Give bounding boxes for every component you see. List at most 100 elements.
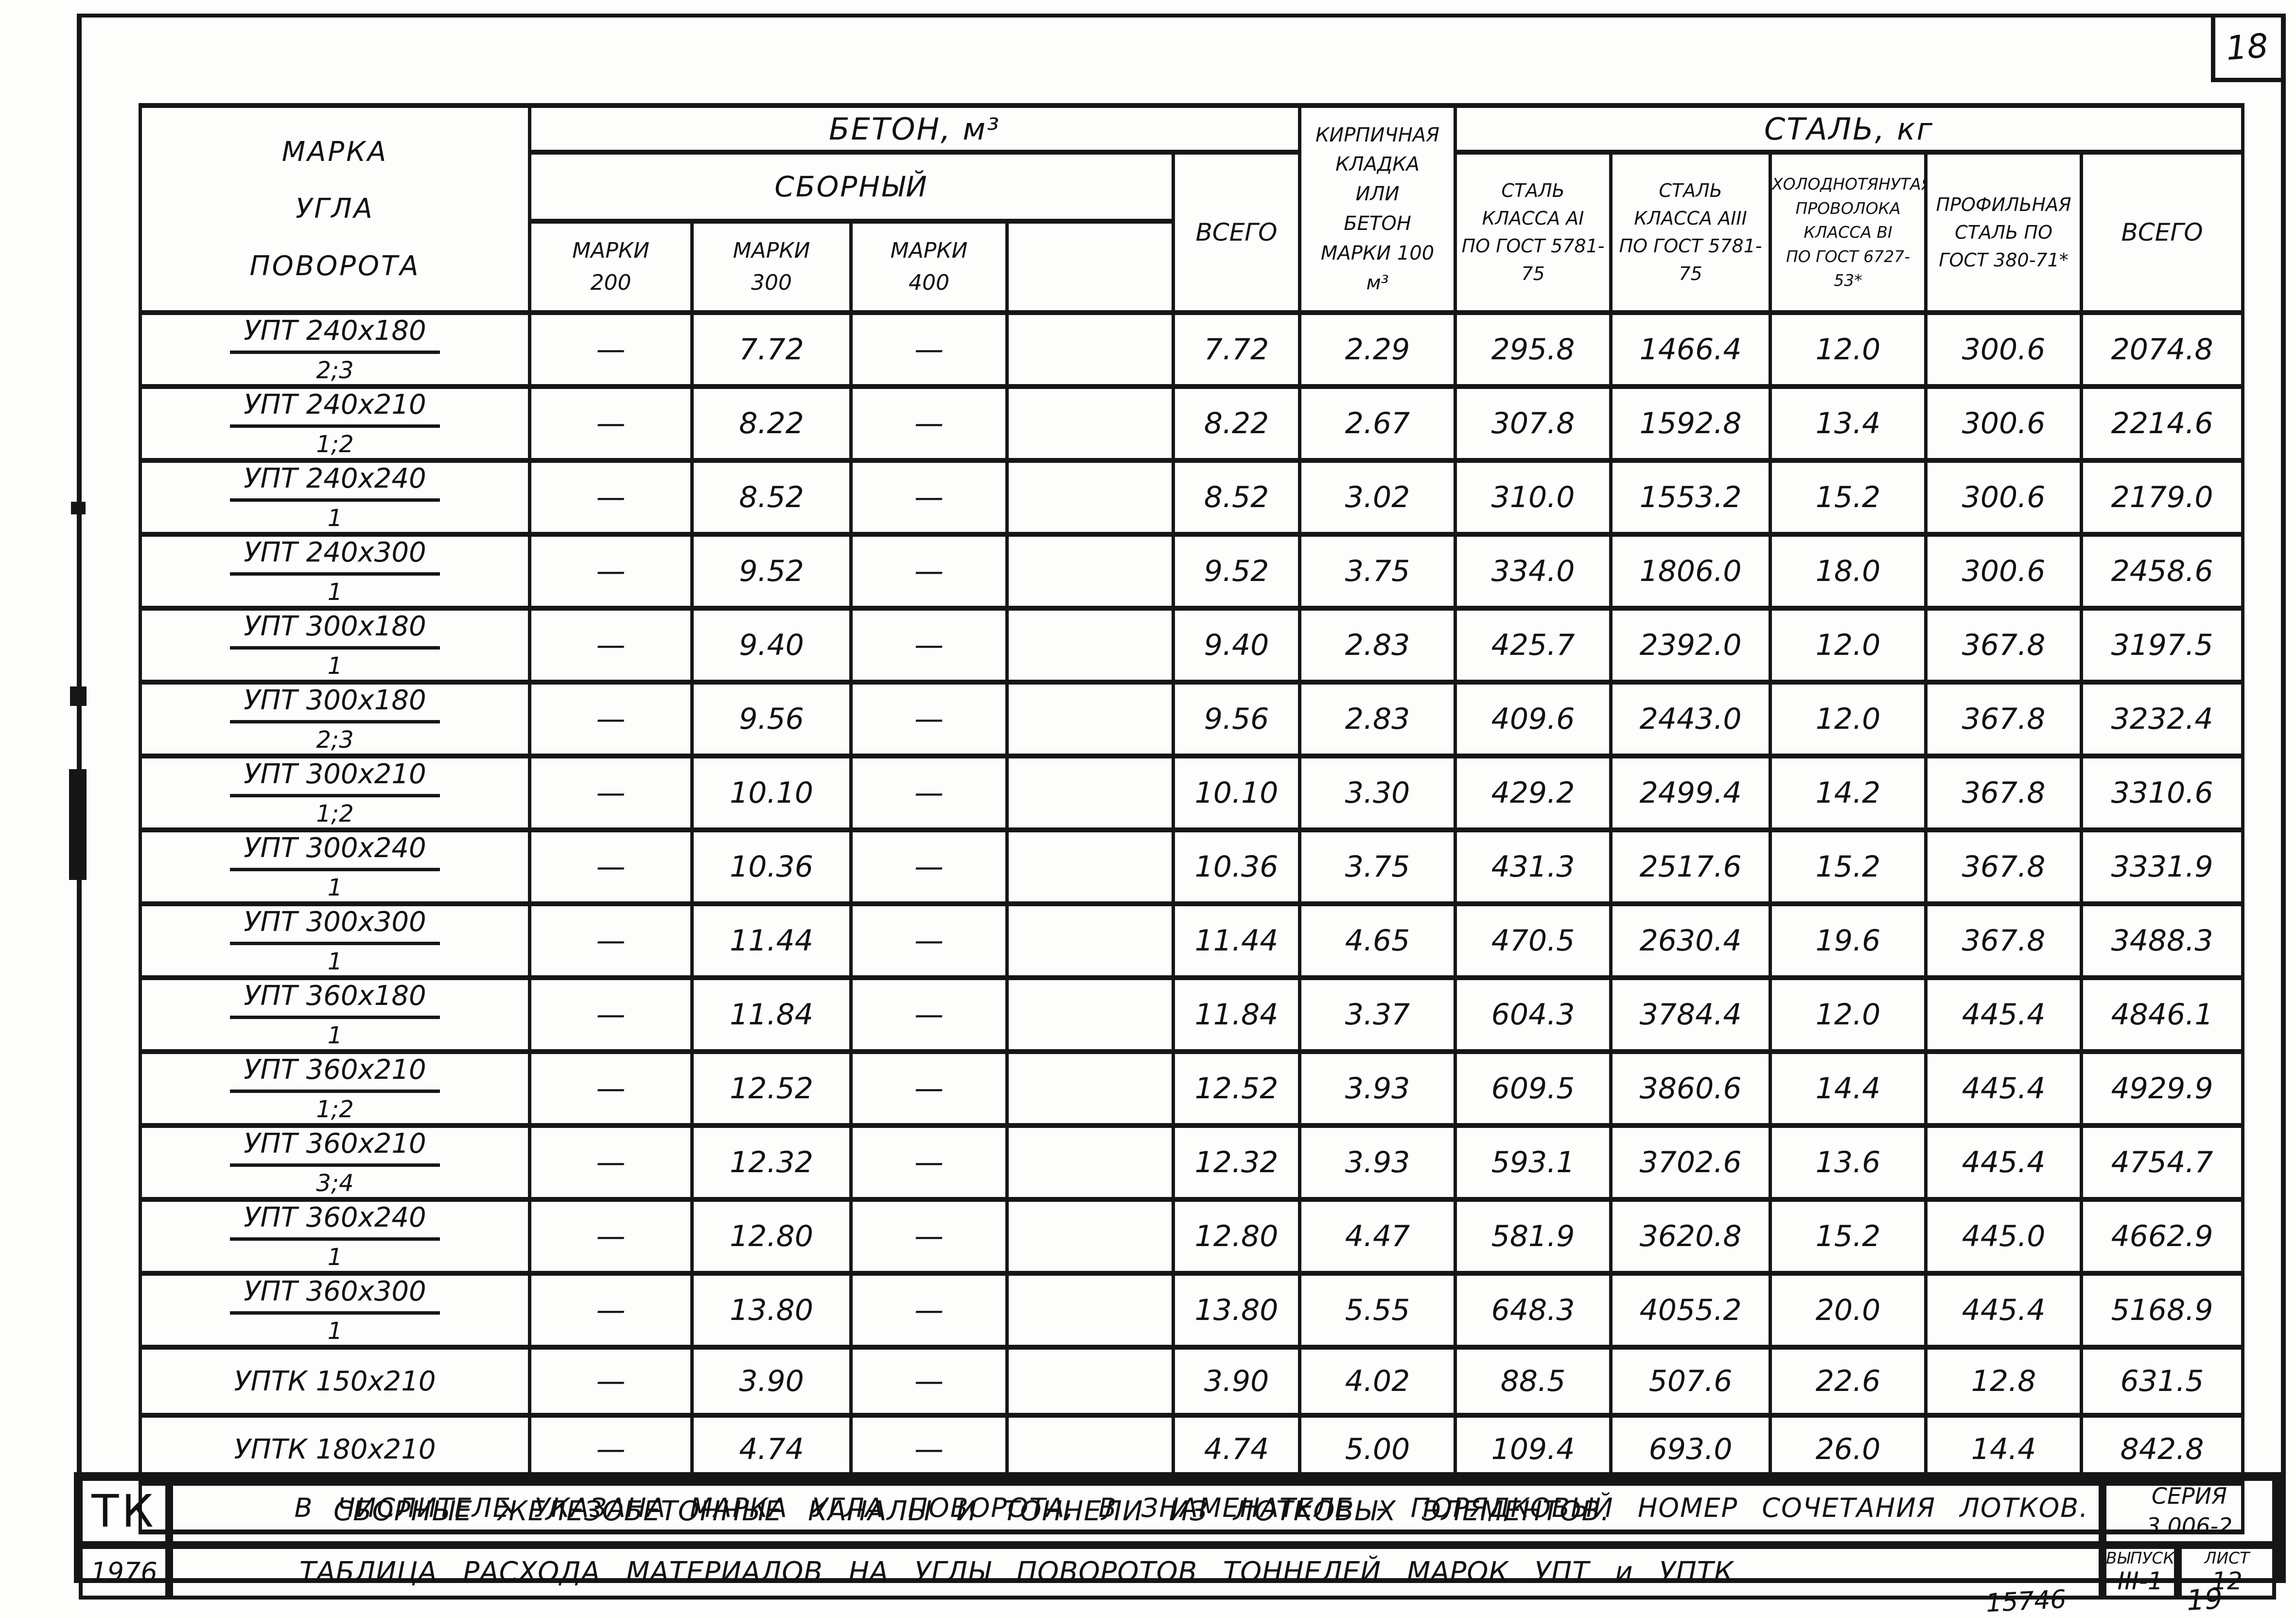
cell-extra xyxy=(1005,1197,1175,1276)
table-row: УПТК 150х210—3.90—3.90 4.02 88.5 507.6 22.6 1… xyxy=(139,1345,2245,1418)
cell-a3: 1553.2 xyxy=(1609,458,1772,537)
cell-brick: 2.83 xyxy=(1298,680,1457,758)
cell-extra xyxy=(1005,901,1175,980)
cell-extra xyxy=(1005,384,1175,463)
header-profile-steel: ПРОФИЛЬНАЯ СТАЛЬ ПО ГОСТ 380-71* xyxy=(1924,150,2084,315)
cell-extra xyxy=(1005,1345,1175,1418)
table-row: УПТ 300х300 1—11.44—11.44 4.65 470.5 2630.4 1… xyxy=(139,901,2245,980)
cell-mark: УПТ 360х240 1 xyxy=(139,1197,531,1276)
cell-total: 10.36 xyxy=(1171,827,1302,906)
cell-extra xyxy=(1005,310,1175,389)
title-block: ТК СБОРНЫЕ ЖЕЛЕЗОБЕТОННЫЕ КАНАЛЫ И ТОННЕ… xyxy=(74,1472,2281,1600)
table-row: УПТ 300х210 1;2—10.10—10.10 3.30 429.2 2499.… xyxy=(139,754,2245,832)
sheet-label: ЛИСТ xyxy=(2204,1548,2250,1568)
cell-extra xyxy=(1005,606,1175,685)
cell-wire: 15.2 xyxy=(1769,458,1928,537)
cell-extra xyxy=(1005,827,1175,906)
cell-a3: 4055.2 xyxy=(1609,1271,1772,1350)
cell-a3: 1592.8 xyxy=(1609,384,1772,463)
header-grade-200: МАРКИ 200 xyxy=(528,219,694,315)
cell-total: 11.44 xyxy=(1171,901,1302,980)
cell-total: 10.10 xyxy=(1171,754,1302,832)
cell-total: 11.84 xyxy=(1171,975,1302,1054)
cell-g300: 3.90 xyxy=(690,1345,853,1418)
cell-g300: 8.22 xyxy=(690,384,853,463)
cell-a1: 593.1 xyxy=(1454,1123,1613,1202)
cell-g400: — xyxy=(849,1197,1009,1276)
cell-g200: — xyxy=(528,1345,694,1418)
materials-table: МАРКА УГЛА ПОВОРОТА БЕТОН, м³ КИРПИЧНАЯ … xyxy=(138,103,2245,1534)
table-body: УПТ 240х180 2;3—7.72—7.72 2.29 295.8 1466.4 1… xyxy=(139,310,2245,1486)
table-row: УПТ 360х180 1—11.84—11.84 3.37 604.3 3784.4 1… xyxy=(139,975,2245,1054)
cell-total: 8.22 xyxy=(1171,384,1302,463)
cell-brick: 2.67 xyxy=(1298,384,1457,463)
cell-g200: — xyxy=(528,1123,694,1202)
cell-g200: — xyxy=(528,532,694,611)
issue-value: III-1 xyxy=(2117,1567,2163,1596)
cell-g400: — xyxy=(849,827,1009,906)
cell-profile: 445.4 xyxy=(1924,1049,2084,1128)
cell-wire: 12.0 xyxy=(1769,975,1928,1054)
page-number-box-bottom-border xyxy=(2211,78,2286,82)
cell-profile: 300.6 xyxy=(1924,384,2084,463)
cell-steel_total: 3331.9 xyxy=(2080,827,2245,906)
header-mark: МАРКА УГЛА ПОВОРОТА xyxy=(139,103,531,315)
cell-mark: УПТ 360х210 1;2 xyxy=(139,1049,531,1128)
cell-brick: 3.75 xyxy=(1298,532,1457,611)
cell-g200: — xyxy=(528,754,694,832)
cell-mark: УПТ 360х210 3;4 xyxy=(139,1123,531,1202)
cell-wire: 15.2 xyxy=(1769,1197,1928,1276)
cell-a1: 581.9 xyxy=(1454,1197,1613,1276)
cell-a1: 310.0 xyxy=(1454,458,1613,537)
cell-wire: 12.0 xyxy=(1769,606,1928,685)
cell-a3: 2443.0 xyxy=(1609,680,1772,758)
header-steel-group: СТАЛЬ, кг xyxy=(1454,103,2245,155)
cell-steel_total: 2458.6 xyxy=(2080,532,2245,611)
table-row: УПТ 300х180 2;3—9.56—9.56 2.83 409.6 2443.0 1… xyxy=(139,680,2245,758)
cell-g200: — xyxy=(528,680,694,758)
cell-g300: 11.44 xyxy=(690,901,853,980)
cell-mark: УПТ 240х240 1 xyxy=(139,458,531,537)
cell-total: 12.80 xyxy=(1171,1197,1302,1276)
page-number: 18 xyxy=(2225,27,2270,68)
issue-cell: ВЫПУСК III-1 xyxy=(2103,1545,2178,1600)
series-value: 3.006-2 xyxy=(2146,1513,2233,1540)
cell-g200: — xyxy=(528,606,694,685)
cell-mark: УПТ 300х300 1 xyxy=(139,901,531,980)
header-steel-a1: СТАЛЬ КЛАССА АI ПО ГОСТ 5781-75 xyxy=(1454,150,1613,315)
frame-tick-mark xyxy=(71,502,86,514)
cell-wire: 18.0 xyxy=(1769,532,1928,611)
cell-a1: 470.5 xyxy=(1454,901,1613,980)
cell-profile: 367.8 xyxy=(1924,754,2084,832)
cell-profile: 445.4 xyxy=(1924,975,2084,1054)
cell-steel_total: 631.5 xyxy=(2080,1345,2245,1418)
cell-profile: 445.4 xyxy=(1924,1271,2084,1350)
cell-wire: 14.4 xyxy=(1769,1049,1928,1128)
cell-profile: 445.0 xyxy=(1924,1197,2084,1276)
cell-steel_total: 2214.6 xyxy=(2080,384,2245,463)
table-row: УПТ 240х300 1—9.52—9.52 3.75 334.0 1806.0 18.… xyxy=(139,532,2245,611)
cell-steel_total: 4754.7 xyxy=(2080,1123,2245,1202)
cell-a3: 2392.0 xyxy=(1609,606,1772,685)
cell-brick: 2.83 xyxy=(1298,606,1457,685)
cell-brick: 5.55 xyxy=(1298,1271,1457,1350)
cell-wire: 12.0 xyxy=(1769,680,1928,758)
cell-a3: 3702.6 xyxy=(1609,1123,1772,1202)
cell-g300: 9.52 xyxy=(690,532,853,611)
cell-g300: 9.40 xyxy=(690,606,853,685)
cell-a1: 429.2 xyxy=(1454,754,1613,832)
cell-mark: УПТ 240х300 1 xyxy=(139,532,531,611)
cell-brick: 3.75 xyxy=(1298,827,1457,906)
cell-g400: — xyxy=(849,754,1009,832)
cell-g400: — xyxy=(849,680,1009,758)
cell-g300: 11.84 xyxy=(690,975,853,1054)
frame-right xyxy=(2281,14,2286,1583)
header-concrete-total: ВСЕГО xyxy=(1171,150,1302,315)
cell-wire: 14.2 xyxy=(1769,754,1928,832)
cell-g300: 9.56 xyxy=(690,680,853,758)
table-row: УПТ 240х210 1;2—8.22—8.22 2.67 307.8 1592.8 1… xyxy=(139,384,2245,463)
cell-extra xyxy=(1005,754,1175,832)
org-code: ТК xyxy=(79,1477,169,1546)
cell-mark: УПТ 360х300 1 xyxy=(139,1271,531,1350)
header-grade-400: МАРКИ 400 xyxy=(849,219,1009,315)
